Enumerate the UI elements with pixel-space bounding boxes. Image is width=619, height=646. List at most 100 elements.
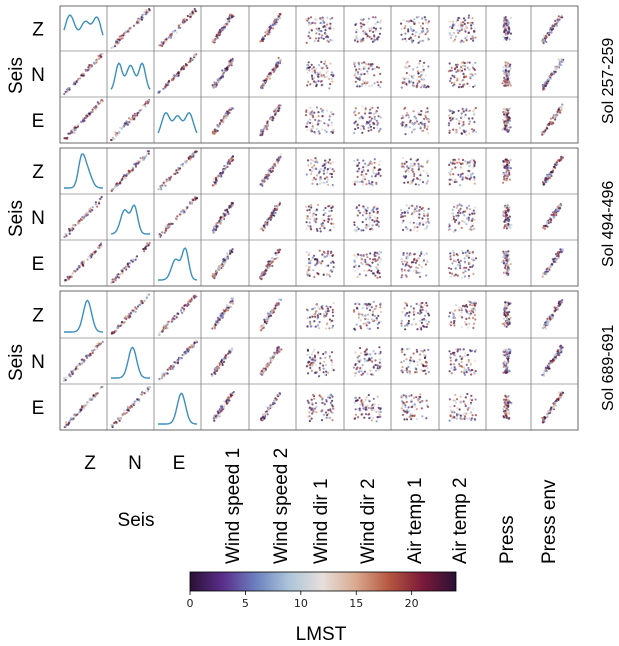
scatter-point — [261, 182, 264, 185]
scatter-point — [372, 30, 375, 33]
scatter-point — [401, 211, 404, 214]
scatter-point — [468, 61, 471, 64]
scatter-point — [420, 321, 423, 324]
scatter-point — [452, 40, 455, 43]
scatter-point — [508, 116, 511, 119]
scatter-point — [459, 26, 462, 29]
scatter-point — [311, 122, 314, 125]
scatter-point — [166, 323, 169, 326]
kde-curve — [158, 247, 198, 281]
scatter-point — [227, 159, 230, 162]
scatter-point — [402, 166, 406, 169]
scatter-point — [358, 303, 361, 306]
scatter-point — [472, 257, 475, 260]
scatter-point — [462, 121, 465, 124]
scatter-point — [370, 269, 373, 273]
scatter-point — [448, 31, 451, 35]
scatter-point — [369, 63, 372, 66]
scatter-point — [465, 304, 468, 307]
scatter-point — [419, 326, 422, 329]
scatter-point — [175, 313, 178, 316]
scatter-point — [332, 128, 335, 131]
scatter-point — [421, 17, 424, 20]
scatter-point — [560, 14, 563, 17]
scatter-point — [322, 172, 325, 175]
scatter-point — [449, 255, 452, 258]
scatter-point — [224, 69, 227, 72]
scatter-point — [372, 310, 375, 313]
scatter-point — [418, 62, 421, 65]
scatter-point — [459, 41, 462, 44]
scatter-point — [78, 265, 81, 268]
scatter-point — [190, 58, 193, 62]
scatter-point — [358, 204, 361, 207]
scatter-point — [463, 131, 466, 134]
scatter-point — [508, 303, 511, 306]
scatter-point — [323, 227, 326, 230]
scatter-point — [404, 274, 407, 277]
scatter-point — [321, 16, 324, 19]
scatter-point — [508, 22, 511, 25]
scatter-point — [267, 169, 270, 172]
scatter-point — [501, 118, 505, 121]
scatter-point — [547, 78, 551, 81]
scatter-point — [324, 162, 327, 165]
scatter-point — [310, 170, 313, 173]
scatter-point — [458, 305, 461, 309]
scatter-point — [409, 25, 412, 29]
scatter-point — [505, 24, 508, 27]
scatter-point — [467, 268, 470, 271]
scatter-point — [359, 22, 362, 25]
scatter-point — [70, 228, 73, 231]
scatter-point — [457, 24, 460, 27]
scatter-point — [227, 253, 230, 257]
scatter-point — [505, 33, 508, 36]
scatter-point — [306, 67, 309, 70]
scatter-point — [184, 208, 188, 211]
scatter-point — [376, 323, 379, 326]
scatter-point — [362, 32, 365, 35]
scatter-point — [409, 305, 413, 308]
scatter-point — [131, 260, 134, 263]
scatter-point — [402, 19, 405, 22]
scatter-point — [407, 77, 410, 80]
scatter-point — [425, 171, 428, 174]
scatter-point — [541, 273, 544, 277]
scatter-point — [376, 220, 379, 223]
scatter-point — [121, 320, 124, 324]
scatter-point — [506, 78, 509, 81]
cell-n-8 — [447, 203, 477, 233]
scatter-point — [461, 250, 464, 253]
scatter-point — [362, 177, 365, 180]
scatter-point — [328, 87, 331, 90]
scatter-point — [506, 36, 509, 39]
scatter-point — [401, 121, 404, 124]
scatter-point — [126, 30, 130, 33]
scatter-point — [365, 317, 368, 320]
scatter-point — [265, 322, 268, 325]
scatter-point — [145, 296, 148, 300]
scatter-point — [366, 208, 370, 211]
scatter-point — [225, 307, 228, 310]
scatter-point — [504, 72, 507, 75]
scatter-point — [368, 218, 371, 221]
scatter-point — [451, 84, 454, 87]
scatter-point — [501, 312, 504, 315]
scatter-point — [187, 300, 190, 303]
cell-z-8 — [448, 14, 477, 44]
scatter-point — [372, 16, 375, 19]
scatter-point — [171, 222, 174, 225]
scatter-point — [465, 107, 468, 111]
scatter-point — [312, 66, 315, 69]
scatter-point — [376, 211, 379, 215]
scatter-point — [461, 220, 464, 223]
scatter-point — [419, 121, 422, 124]
scatter-point — [264, 269, 267, 272]
scatter-point — [328, 115, 331, 118]
scatter-point — [456, 79, 459, 82]
scatter-point — [309, 37, 312, 40]
scatter-point — [166, 227, 169, 230]
scatter-point — [410, 213, 413, 216]
scatter-point — [353, 110, 357, 113]
scatter-point — [132, 309, 135, 312]
